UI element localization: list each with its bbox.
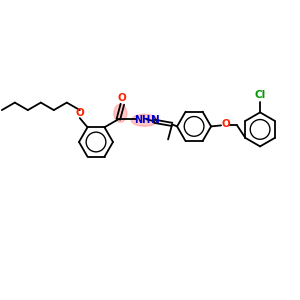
Ellipse shape bbox=[131, 114, 158, 126]
Ellipse shape bbox=[114, 104, 127, 122]
Text: O: O bbox=[75, 108, 84, 118]
Text: O: O bbox=[118, 93, 127, 103]
Text: Cl: Cl bbox=[254, 90, 266, 100]
Text: NH: NH bbox=[134, 115, 151, 125]
Text: N: N bbox=[151, 115, 160, 125]
Text: O: O bbox=[222, 119, 230, 129]
